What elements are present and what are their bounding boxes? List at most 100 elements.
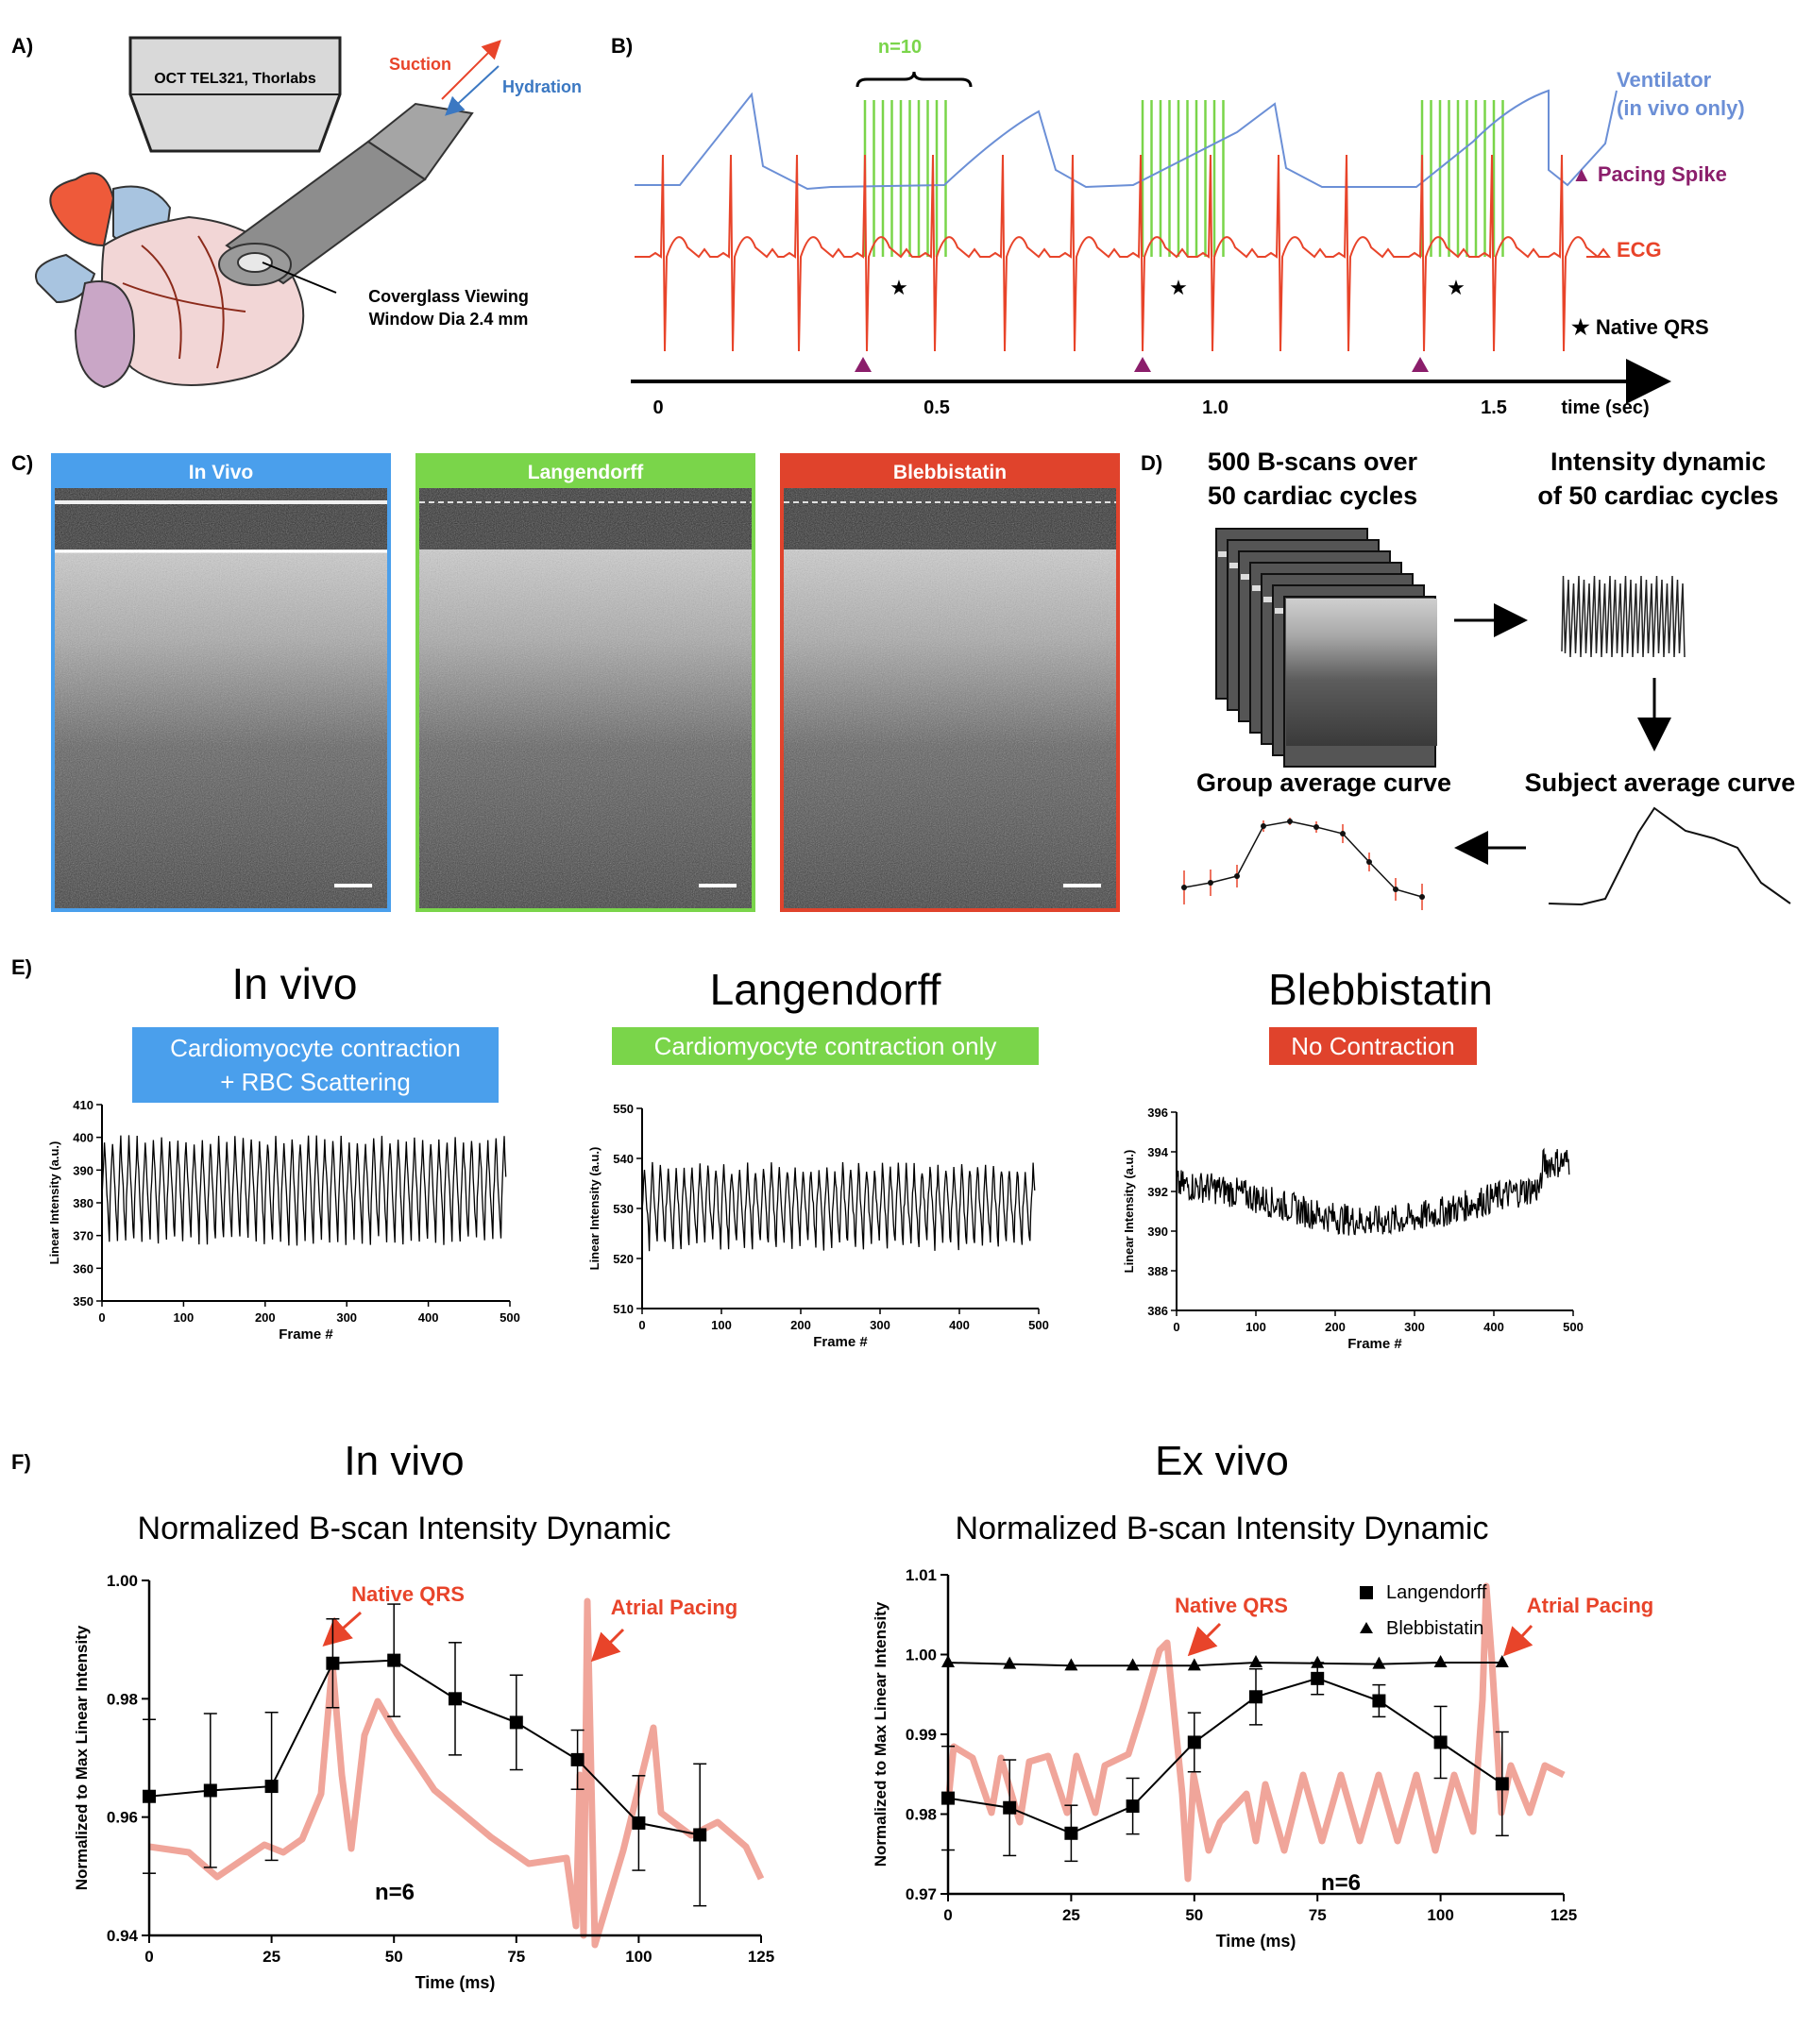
group-point [1419,894,1425,900]
data-point [1495,1777,1509,1791]
e-title-blebbistatin: Blebbistatin [1268,965,1493,1014]
e-badge-blebbistatin [1269,1027,1477,1065]
oct-label: OCT TEL321, Thorlabs [154,71,316,87]
e-badge-langendorff [612,1027,1039,1065]
d-step2-line2: of 50 cardiac cycles [1537,481,1778,510]
group-point [1366,859,1372,865]
n10-label: n=10 [878,37,922,58]
time-axis-label: time (sec) [1561,397,1649,418]
data-point [1187,1735,1201,1749]
d-step1-line1: 500 B-scans over [1208,448,1418,476]
y-tick-label: 392 [1147,1185,1168,1199]
oct-image-blebbistatin: Blebbistatin [780,453,1120,912]
x-tick-label: 500 [1028,1318,1049,1332]
brace-icon [856,71,973,88]
e-badge-in-vivo [132,1027,499,1103]
group-point [1234,873,1240,879]
group-point [1313,824,1319,830]
panel-d-label: D) [1141,451,1162,475]
y-tick-label: 388 [1147,1264,1168,1278]
f-subtitle-in-vivo: Normalized B-scan Intensity Dynamic [138,1511,671,1546]
x-tick-label: 0 [1173,1320,1179,1334]
e-chart-2: 386 388 390 392 394 396 0 100 200 300 400 500 Frame … [1122,1106,1584,1352]
x-tick-label: 300 [870,1318,890,1332]
group-point [1393,887,1398,892]
data-point [1003,1656,1017,1669]
x-tick-label: 200 [790,1318,811,1332]
y-tick-label: 0.98 [107,1690,138,1708]
suction-label: Suction [389,55,451,74]
y-tick-label: 400 [73,1131,93,1145]
pacing-markers [855,357,1429,372]
y-tick-label: 0.94 [107,1927,139,1945]
x-tick-label: 500 [1563,1320,1584,1334]
f-subtitle-ex-vivo: Normalized B-scan Intensity Dynamic [956,1511,1489,1546]
bscan-top-image [1286,599,1437,746]
data-point [264,1780,279,1794]
data-point [941,1654,955,1667]
panel-e-in-vivo: In vivo Cardiomyocyte contraction + RBC … [132,959,499,1103]
star-icon: ★ [890,276,908,299]
data-point [693,1828,707,1842]
x-tick-label: 300 [336,1310,357,1325]
x-tick-label: 100 [1427,1906,1453,1924]
annot-native-qrs: Native QRS [351,1582,465,1606]
oct-label-langendorff: Langendorff [528,462,644,483]
annot-native-qrs: Native QRS [1175,1594,1288,1617]
x-tick-label: 400 [949,1318,970,1332]
intensity-dynamic-thumbnail [1561,575,1686,658]
x-tick-label: 400 [418,1310,439,1325]
group-point [1208,880,1213,886]
e-title-in-vivo: In vivo [232,959,358,1008]
legend-square-icon [1360,1586,1373,1599]
e-badge-langendorff-line1: Cardiomyocyte contraction only [654,1032,997,1060]
f-chart-in-vivo: Native QRS Atrial Pacing n=6 0.94 0.96 0.9… [73,1572,774,1992]
y-tick-label: 1.00 [906,1647,937,1664]
x-tick-label: 25 [263,1948,280,1966]
pacing-triangle-icon [1134,357,1151,372]
pacing-triangle-icon [1412,357,1429,372]
group-curve-line [1183,820,1423,898]
data-point [509,1715,523,1730]
ventilator-trace [635,89,1618,191]
data-point [143,1789,156,1803]
panel-e-blebbistatin: Blebbistatin No Contraction [1268,965,1493,1065]
x-tick-label: 125 [1550,1906,1577,1924]
native-qrs-markers: ★ ★ ★ [890,276,1466,299]
panel-e-traces: 350 360 370 380 390 400 410 0 100 200 300 400 500 Fra… [47,1098,1584,1352]
x-tick-label: 75 [1309,1906,1327,1924]
annot-atrial-pacing: Atrial Pacing [611,1596,737,1619]
y-tick-label: 520 [613,1252,634,1266]
e-trace-line [641,1161,1036,1252]
legend-blebbistatin: Blebbistatin [1386,1618,1483,1639]
series-line [947,1661,1502,1667]
y-tick-label: 0.97 [906,1885,937,1903]
y-tick-label: 550 [613,1102,634,1116]
x-axis-label: Frame # [279,1326,333,1343]
y-axis-label: Linear Intensity (a.u.) [47,1141,61,1265]
legend-langendorff: Langendorff [1386,1582,1487,1603]
x-tick-label: 0 [943,1906,952,1924]
f-title-in-vivo: In vivo [344,1438,464,1484]
annot-atrial-pacing: Atrial Pacing [1527,1594,1653,1617]
ecg-label: ECG [1617,238,1662,262]
data-point [1433,1735,1448,1749]
x-tick-label: 125 [748,1948,774,1966]
y-tick-label: 396 [1147,1106,1168,1120]
data-point [1249,1690,1262,1704]
data-point [1495,1654,1509,1667]
e-chart-1: 510 520 530 540 550 0 100 200 300 400 500 Frame # Li… [587,1102,1049,1350]
panel-a-illustration: OCT TEL321, Thorlabs Suction Hydration C… [35,36,582,389]
panel-e-langendorff: Langendorff Cardiomyocyte contraction on… [612,965,1039,1065]
time-tick-0: 0 [652,397,663,418]
x-tick-label: 200 [1325,1320,1346,1334]
data-point [1372,1656,1386,1669]
data-point [1003,1800,1017,1815]
y-axis-label: Linear Intensity (a.u.) [587,1147,602,1271]
y-tick-label: 1.01 [906,1566,937,1584]
series-line [148,1659,701,1836]
series-line [947,1677,1503,1834]
x-tick-label: 400 [1483,1320,1504,1334]
panel-b-label: B) [611,34,633,58]
pacing-spike-label: ▲ Pacing Spike [1571,162,1727,186]
